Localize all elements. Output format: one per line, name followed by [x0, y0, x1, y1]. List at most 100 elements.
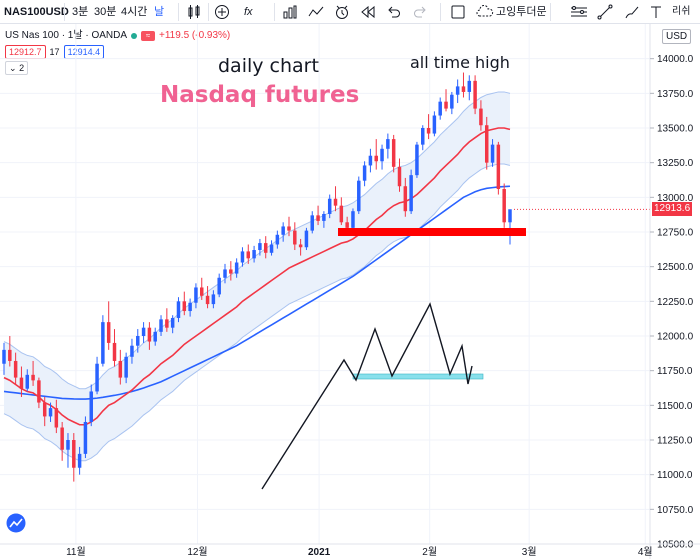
more-menu[interactable]: 리쉬 [672, 6, 691, 17]
brush-icon[interactable] [624, 4, 640, 20]
candle-style-icon[interactable] [186, 4, 202, 20]
candle-body [31, 374, 35, 381]
candle-body [2, 349, 6, 364]
time-tick-label: 3월 [522, 546, 537, 558]
bar-chart-icon[interactable] [282, 4, 298, 20]
cloud-icon[interactable] [476, 4, 494, 20]
candle-body [298, 244, 303, 248]
layout-name[interactable]: 고잉투더문 [496, 6, 547, 18]
candle-body [310, 215, 314, 231]
price-tick-label: 13250.0 [657, 158, 694, 169]
toolbar-divider [274, 3, 275, 21]
candle-body [444, 101, 448, 109]
list-menu-icon[interactable] [570, 4, 588, 20]
last-price-tag: 12913.6 [652, 202, 693, 217]
price-tick-label: 11750.0 [657, 366, 693, 377]
redo-icon[interactable] [412, 4, 428, 20]
candle-body [60, 427, 64, 450]
candle-body [229, 269, 233, 274]
candle-body [374, 155, 378, 162]
symbol-search[interactable]: NAS100USD [4, 6, 69, 18]
candle-body [170, 317, 175, 328]
bollinger-band [3, 91, 511, 462]
candle-body [130, 345, 134, 357]
candle-body [386, 139, 390, 149]
candle-body [211, 294, 216, 305]
trendline-icon[interactable] [597, 4, 613, 20]
tradingview-logo-icon[interactable] [6, 513, 26, 538]
add-indicator-icon[interactable] [214, 4, 230, 20]
candle-body [200, 287, 204, 296]
candle-body [205, 295, 210, 305]
candle-body [496, 144, 501, 190]
candle-body [508, 209, 512, 223]
candle-body [112, 342, 117, 361]
candle-body [153, 331, 157, 342]
legend-collapse-row: ⌄ 2 [5, 60, 230, 76]
indicators-count: 2 [19, 63, 25, 73]
spread-value: 17 [49, 47, 60, 57]
candle-body [281, 226, 285, 235]
ma50-line [3, 185, 511, 400]
candle-body [118, 360, 123, 378]
candle-body [136, 336, 140, 346]
price-tick-label: 12250.0 [657, 297, 694, 308]
price-tick-label: 10750.0 [657, 505, 694, 516]
price-chart[interactable]: 10500.0 10750.0 11000.0 11250.0 11500.0 11750… [0, 24, 700, 559]
candle-body [287, 226, 291, 231]
bollinger-lower [3, 163, 511, 462]
candle-body [77, 453, 82, 468]
price-change: +119.5 (-0.93%) [159, 30, 231, 41]
candle-body [345, 222, 349, 228]
chart-drawings [261, 208, 650, 490]
candle-body [490, 144, 495, 163]
chevron-down-icon: ⌄ [9, 63, 17, 73]
chart-title-annotation: daily chart [218, 55, 319, 77]
candle-body [25, 374, 30, 389]
candle-body [159, 319, 163, 332]
currency-label[interactable]: USD [662, 29, 692, 44]
candle-body [316, 215, 320, 221]
candle-body [194, 287, 198, 303]
candle-body [258, 243, 262, 251]
candle-body [223, 269, 227, 278]
candle-body [252, 250, 256, 259]
ma20-line [3, 127, 511, 426]
undo-icon[interactable] [386, 4, 402, 20]
candle-body [141, 327, 146, 336]
alert-clock-icon[interactable] [334, 4, 350, 20]
text-tool-icon[interactable] [650, 4, 662, 20]
compare-icon[interactable] [308, 4, 324, 20]
toolbar-divider [64, 3, 65, 21]
price-tick-label: 12750.0 [657, 228, 694, 239]
fullscreen-icon[interactable] [450, 4, 466, 20]
price-tick-label: 12000.0 [657, 332, 694, 343]
indicators-button[interactable]: fx [244, 6, 253, 18]
candle-body [54, 408, 59, 428]
candle-body [327, 198, 332, 214]
toolbar-divider [440, 3, 441, 21]
candle-body [176, 301, 181, 318]
moving-averages [3, 127, 511, 426]
time-tick-label: 11월 [66, 546, 86, 558]
time-tick-label: 12월 [187, 546, 207, 558]
candle-body [368, 155, 373, 166]
candle-body [42, 402, 47, 417]
candle-body [234, 262, 239, 274]
interval-3m[interactable]: 3분 [72, 6, 89, 18]
symbol-title[interactable]: US Nas 100 · 1날 · OANDA [5, 30, 128, 41]
candle-body [48, 408, 53, 417]
indicators-collapse-button[interactable]: ⌄ 2 [5, 61, 29, 75]
ath-annotation: all time high [410, 53, 510, 72]
candle-body [362, 165, 367, 181]
candle-body [13, 360, 18, 378]
interval-30m[interactable]: 30분 [94, 6, 117, 18]
price-tick-label: 11000.0 [657, 470, 693, 481]
candle-body [106, 322, 111, 343]
price-tick-label: 13000.0 [657, 193, 694, 204]
market-open-dot [131, 33, 138, 39]
interval-4h[interactable]: 4시간 [121, 6, 148, 18]
candle-body [19, 377, 24, 389]
replay-icon[interactable] [360, 4, 376, 20]
interval-1d[interactable]: 날 [154, 6, 165, 18]
